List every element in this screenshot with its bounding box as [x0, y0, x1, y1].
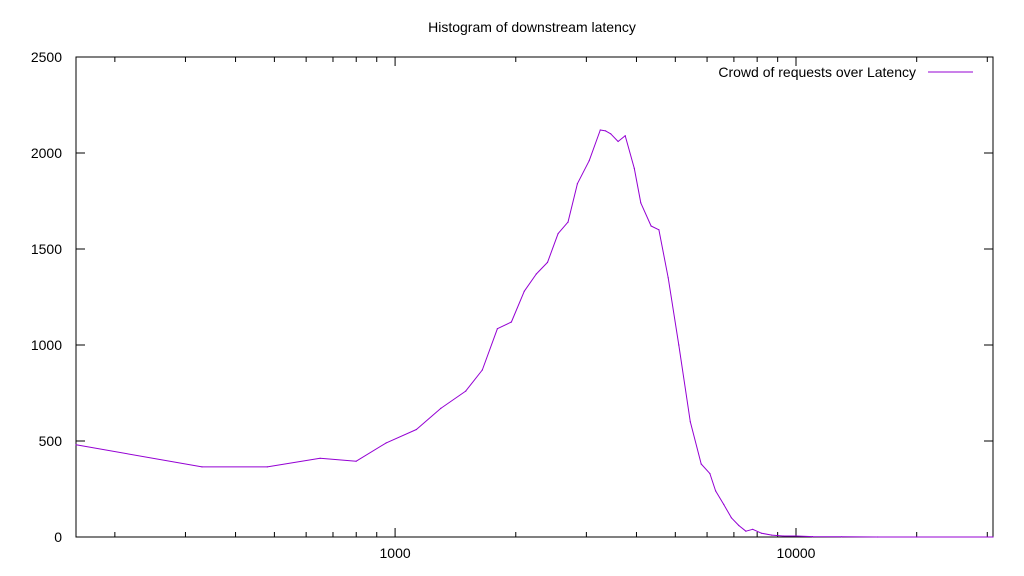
data-point	[75, 444, 77, 446]
data-point	[667, 277, 669, 279]
data-point	[440, 407, 442, 409]
data-point	[812, 536, 814, 538]
data-point	[730, 517, 733, 519]
data-point	[415, 428, 417, 431]
data-point	[633, 167, 635, 169]
y-tick-label: 0	[54, 529, 62, 545]
data-point	[481, 369, 483, 371]
data-point	[355, 460, 357, 462]
data-point	[266, 466, 268, 468]
data-point	[877, 536, 879, 538]
data-point	[617, 140, 619, 143]
data-point	[782, 535, 785, 537]
data-point	[723, 503, 725, 505]
data-point	[752, 528, 754, 530]
data-point	[640, 202, 642, 204]
plot-frame	[75, 56, 994, 538]
data-point	[650, 225, 652, 227]
data-point	[795, 535, 797, 537]
x-tick-label: 1000	[380, 545, 411, 561]
data-point	[745, 530, 747, 532]
data-point	[700, 463, 702, 465]
y-tick-label: 2500	[31, 49, 62, 65]
data-point	[546, 261, 549, 263]
data-point	[523, 290, 525, 292]
data-point	[771, 534, 773, 536]
data-point	[496, 328, 498, 330]
x-tick-label: 10000	[777, 545, 816, 561]
data-point	[605, 130, 607, 132]
y-tick-label: 1000	[31, 337, 62, 353]
data-point	[510, 321, 512, 323]
series-layer	[75, 129, 994, 538]
y-tick-label: 500	[39, 433, 63, 449]
legend-label: Crowd of requests over Latency	[718, 64, 916, 80]
data-point	[201, 466, 203, 468]
data-point	[576, 183, 579, 185]
x-axis: 1000 10000	[114, 57, 988, 561]
data-point	[624, 135, 626, 137]
data-point	[689, 421, 691, 423]
data-point	[535, 273, 537, 275]
data-point	[599, 129, 601, 131]
data-point	[760, 532, 763, 534]
data-point	[678, 344, 680, 346]
data-point	[319, 457, 321, 459]
data-point	[738, 524, 740, 527]
data-point	[567, 221, 569, 223]
data-point	[992, 536, 994, 538]
data-point	[658, 229, 660, 231]
data-point	[588, 160, 590, 162]
data-point	[841, 536, 843, 538]
data-point	[916, 536, 918, 538]
data-point	[715, 490, 717, 492]
legend: Crowd of requests over Latency	[718, 64, 973, 80]
y-tick-label: 1500	[31, 241, 62, 257]
data-point	[557, 233, 559, 235]
data-point	[385, 442, 387, 444]
series-line	[75, 129, 993, 538]
y-axis: 0 500 1000 1500 2000 2500	[31, 49, 993, 545]
y-tick-label: 2000	[31, 145, 62, 161]
chart-title: Histogram of downstream latency	[428, 19, 636, 35]
data-point	[610, 133, 612, 135]
data-point	[465, 390, 467, 392]
data-point	[709, 473, 711, 475]
